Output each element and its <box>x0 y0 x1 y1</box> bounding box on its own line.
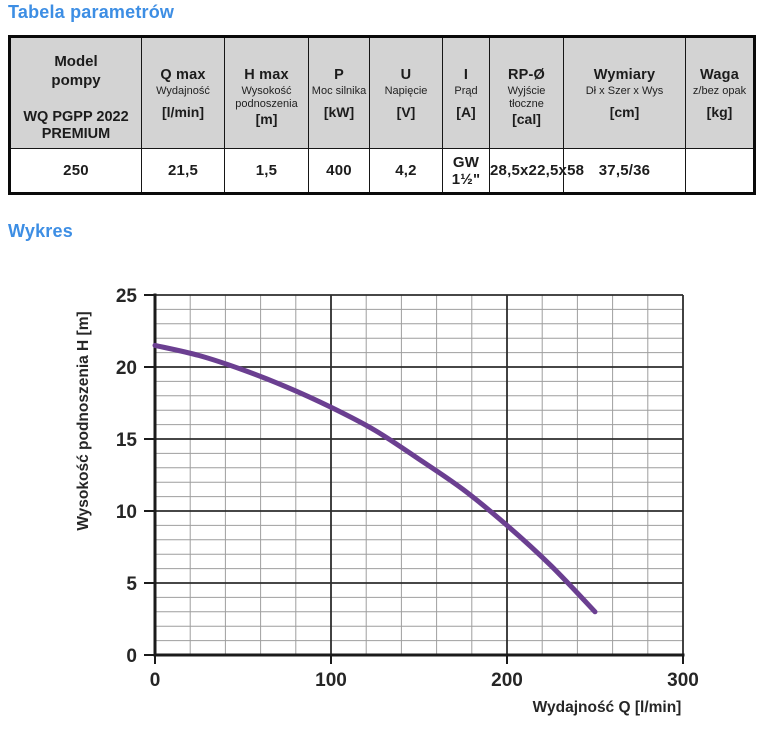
cell-value-0: 250 <box>9 148 142 194</box>
column-unit-label-6: [cm] <box>609 103 640 120</box>
column-main-label-0: Q max <box>160 66 206 83</box>
chart-section-title: Wykres <box>8 221 73 241</box>
cell-value-1: 21,5 <box>141 148 225 194</box>
y-tick-label-4: 20 <box>116 358 137 379</box>
column-unit-label-0: [l/min] <box>162 103 204 120</box>
column-main-label-6: Wymiary <box>593 66 656 83</box>
column-sub-label-7: z/bez opak <box>692 85 747 98</box>
x-axis-label: Wydajność Q [l/min] <box>533 699 682 716</box>
y-tick-label-0: 0 <box>126 646 137 667</box>
axes <box>153 293 685 657</box>
model-column-header: Model pompy <box>51 52 101 90</box>
tick-marks <box>144 294 684 664</box>
column-sub-label-0: Wydajność <box>156 85 210 98</box>
y-tick-labels: 0 5 10 15 20 25 <box>116 286 138 667</box>
y-tick-label-3: 15 <box>116 430 138 451</box>
column-main-label-7: Waga <box>700 66 739 83</box>
column-sub-label-4: Prąd <box>454 85 478 98</box>
grid-major <box>154 294 684 656</box>
table-data-row: 250 21,5 1,5 400 4,2 GW 1½" 28,5x22,5x58 37,5/3… <box>9 148 755 194</box>
column-main-label-4: I <box>463 66 469 83</box>
x-tick-label-0: 0 <box>150 670 161 691</box>
column-unit-label-5: [cal] <box>512 110 541 127</box>
column-header-7: Waga z/bez opak [kg] <box>685 36 755 149</box>
y-tick-label-2: 10 <box>116 502 137 523</box>
pump-curve-chart-svg: 0 5 10 15 20 25 0 100 200 300 Wydajność Q [l/min] W… <box>75 286 699 716</box>
cell-value-5: GW 1½" <box>442 148 490 194</box>
pump-curve-series-0 <box>152 342 598 615</box>
column-header-0: Q max Wydajność [l/min] <box>141 36 225 149</box>
column-sub-label-1: Wysokość podnoszenia <box>235 85 298 111</box>
pump-curve-chart: 0 5 10 15 20 25 0 100 200 300 Wydajność Q [l/min] W… <box>0 270 761 749</box>
y-tick-label-5: 25 <box>116 286 138 307</box>
cell-value-6: 28,5x22,5x58 <box>489 148 584 194</box>
column-unit-label-1: [m] <box>255 110 278 127</box>
cell-value-4: 4,2 <box>369 148 443 194</box>
column-header-model: Model pompy WQ PGPP 2022 PREMIUM <box>9 36 142 149</box>
column-main-label-1: H max <box>244 66 289 83</box>
column-main-label-2: P <box>334 66 344 83</box>
column-unit-label-3: [V] <box>396 103 416 120</box>
grid-minor <box>154 294 684 656</box>
cell-value-3: 400 <box>308 148 370 194</box>
x-tick-label-1: 100 <box>315 670 347 691</box>
column-unit-label-4: [A] <box>456 103 476 120</box>
column-unit-label-7: [kg] <box>706 103 733 120</box>
column-sub-label-3: Napięcie <box>384 85 428 98</box>
cell-value-7: 37,5/36 <box>563 148 686 194</box>
column-header-2: P Moc silnika [kW] <box>308 36 370 149</box>
y-axis-label: Wysokość podnoszenia H [m] <box>75 311 92 530</box>
x-tick-label-3: 300 <box>667 670 699 691</box>
x-tick-labels: 0 100 200 300 <box>150 670 699 691</box>
table-section-title: Tabela parametrów <box>8 2 175 22</box>
x-tick-label-2: 200 <box>491 670 523 691</box>
y-tick-label-1: 5 <box>126 574 137 595</box>
model-column-value: WQ PGPP 2022 PREMIUM <box>23 108 129 142</box>
column-main-label-3: U <box>400 66 412 83</box>
column-header-4: I Prąd [A] <box>442 36 490 149</box>
table-header-row: Model pompy WQ PGPP 2022 PREMIUM Q max Wy… <box>9 36 755 149</box>
column-sub-label-2: Moc silnika <box>311 85 367 98</box>
parameters-table: Model pompy WQ PGPP 2022 PREMIUM Q max Wy… <box>8 35 756 195</box>
column-header-5: RP-Ø Wyjście tłoczne [cal] <box>489 36 564 149</box>
column-header-6: Wymiary Dł x Szer x Wys [cm] <box>563 36 686 149</box>
column-unit-label-2: [kW] <box>323 103 355 120</box>
column-main-label-5: RP-Ø <box>507 66 546 83</box>
column-sub-label-5: Wyjście tłoczne <box>507 85 546 111</box>
cell-value-2: 1,5 <box>224 148 309 194</box>
column-header-1: H max Wysokość podnoszenia [m] <box>224 36 309 149</box>
column-header-3: U Napięcie [V] <box>369 36 443 149</box>
column-sub-label-6: Dł x Szer x Wys <box>585 85 664 98</box>
